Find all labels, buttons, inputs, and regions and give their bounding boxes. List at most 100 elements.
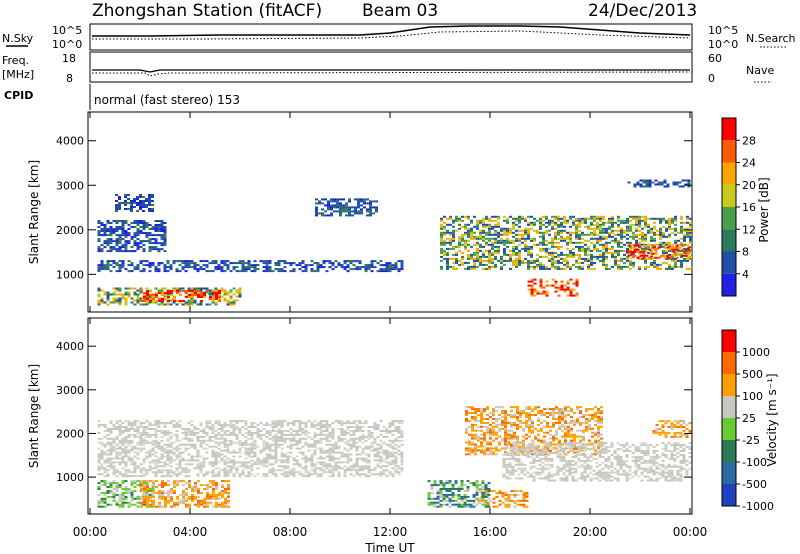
power-cell <box>554 217 557 220</box>
power-cell <box>211 260 215 263</box>
velocity-cell <box>124 480 128 483</box>
power-cell <box>167 296 170 298</box>
velocity-cell <box>280 461 284 464</box>
power-cell <box>369 202 372 205</box>
power-cell <box>203 292 206 294</box>
power-cell <box>133 291 137 294</box>
power-cell <box>584 251 587 254</box>
velocity-cell <box>203 501 206 504</box>
power-cell <box>560 235 563 238</box>
velocity-cell <box>316 424 320 427</box>
velocity-cell <box>498 423 501 426</box>
power-cell <box>633 183 637 186</box>
power-cell <box>551 245 554 248</box>
velocity-cell <box>397 453 401 456</box>
velocity-cell <box>492 431 495 434</box>
power-cell <box>334 260 338 263</box>
velocity-cell <box>474 447 477 450</box>
velocity-cell <box>173 482 176 485</box>
velocity-cell <box>265 457 269 460</box>
power-cell <box>554 221 557 224</box>
velocity-cell <box>513 421 516 424</box>
power-cell <box>199 260 203 263</box>
velocity-cell <box>364 459 368 462</box>
power-cell <box>443 241 446 244</box>
power-cell <box>318 200 321 203</box>
power-cell <box>578 267 581 270</box>
power-cell <box>97 270 101 273</box>
power-cell <box>130 287 134 290</box>
velocity-cell <box>163 424 167 427</box>
power-cell <box>220 287 224 290</box>
velocity-cell <box>226 439 230 442</box>
power-cell <box>449 215 452 218</box>
velocity-cell <box>187 437 191 440</box>
velocity-cell <box>474 418 477 420</box>
power-cell <box>581 221 584 224</box>
power-cell <box>157 224 161 226</box>
power-cell <box>461 235 464 238</box>
power-cell <box>333 200 336 203</box>
power-cell <box>166 266 170 269</box>
power-cell <box>617 229 620 232</box>
velocity-cell <box>140 497 143 500</box>
velocity-cell <box>310 426 314 428</box>
velocity-cell <box>154 445 158 448</box>
velocity-cell <box>364 420 368 423</box>
velocity-cell <box>212 497 215 500</box>
power-cell <box>191 294 194 296</box>
power-cell <box>551 257 554 260</box>
velocity-cell <box>379 475 383 478</box>
power-cell <box>617 217 620 220</box>
velocity-cell <box>304 433 308 436</box>
velocity-cell <box>274 437 278 440</box>
velocity-cell <box>477 414 480 416</box>
velocity-cell <box>109 451 113 454</box>
power-cell <box>175 268 179 271</box>
velocity-cell <box>265 441 269 444</box>
velocity-cell <box>146 480 149 483</box>
power-cell <box>369 210 372 213</box>
power-cell <box>485 255 488 258</box>
velocity-cell <box>151 449 155 452</box>
velocity-cell <box>215 484 218 487</box>
power-cell <box>133 234 137 237</box>
power-cell <box>376 262 380 265</box>
power-cell <box>112 246 116 249</box>
velocity-cell <box>221 480 224 483</box>
velocity-cell <box>343 422 347 425</box>
velocity-cell <box>121 443 125 446</box>
power-cell <box>220 260 224 263</box>
power-cell <box>626 219 629 222</box>
velocity-cell <box>127 505 131 508</box>
velocity-cell <box>298 471 302 474</box>
velocity-cell <box>313 465 317 468</box>
power-cell <box>446 251 449 254</box>
velocity-cell <box>169 465 173 468</box>
velocity-cell <box>307 435 311 438</box>
power-cell <box>611 255 614 258</box>
velocity-cell <box>157 420 161 423</box>
power-cell <box>136 238 140 241</box>
power-data-layer <box>97 179 692 306</box>
power-cell <box>458 263 461 266</box>
power-cell <box>536 253 539 256</box>
power-cell <box>509 249 512 252</box>
power-cell <box>391 268 395 271</box>
velocity-cell <box>202 441 206 444</box>
velocity-cell <box>552 437 555 440</box>
power-cell <box>148 242 152 245</box>
velocity-cell <box>208 463 212 466</box>
power-cell <box>635 217 638 220</box>
velocity-cell <box>355 465 359 468</box>
power-cell <box>656 233 659 236</box>
velocity-cell <box>154 420 158 423</box>
power-cell <box>593 245 596 248</box>
power-cell <box>650 239 653 242</box>
power-cell <box>464 239 467 242</box>
velocity-cell <box>118 461 122 464</box>
power-cell <box>336 200 339 203</box>
power-cell <box>650 217 653 220</box>
velocity-cell <box>217 428 221 430</box>
velocity-cell <box>124 445 128 448</box>
